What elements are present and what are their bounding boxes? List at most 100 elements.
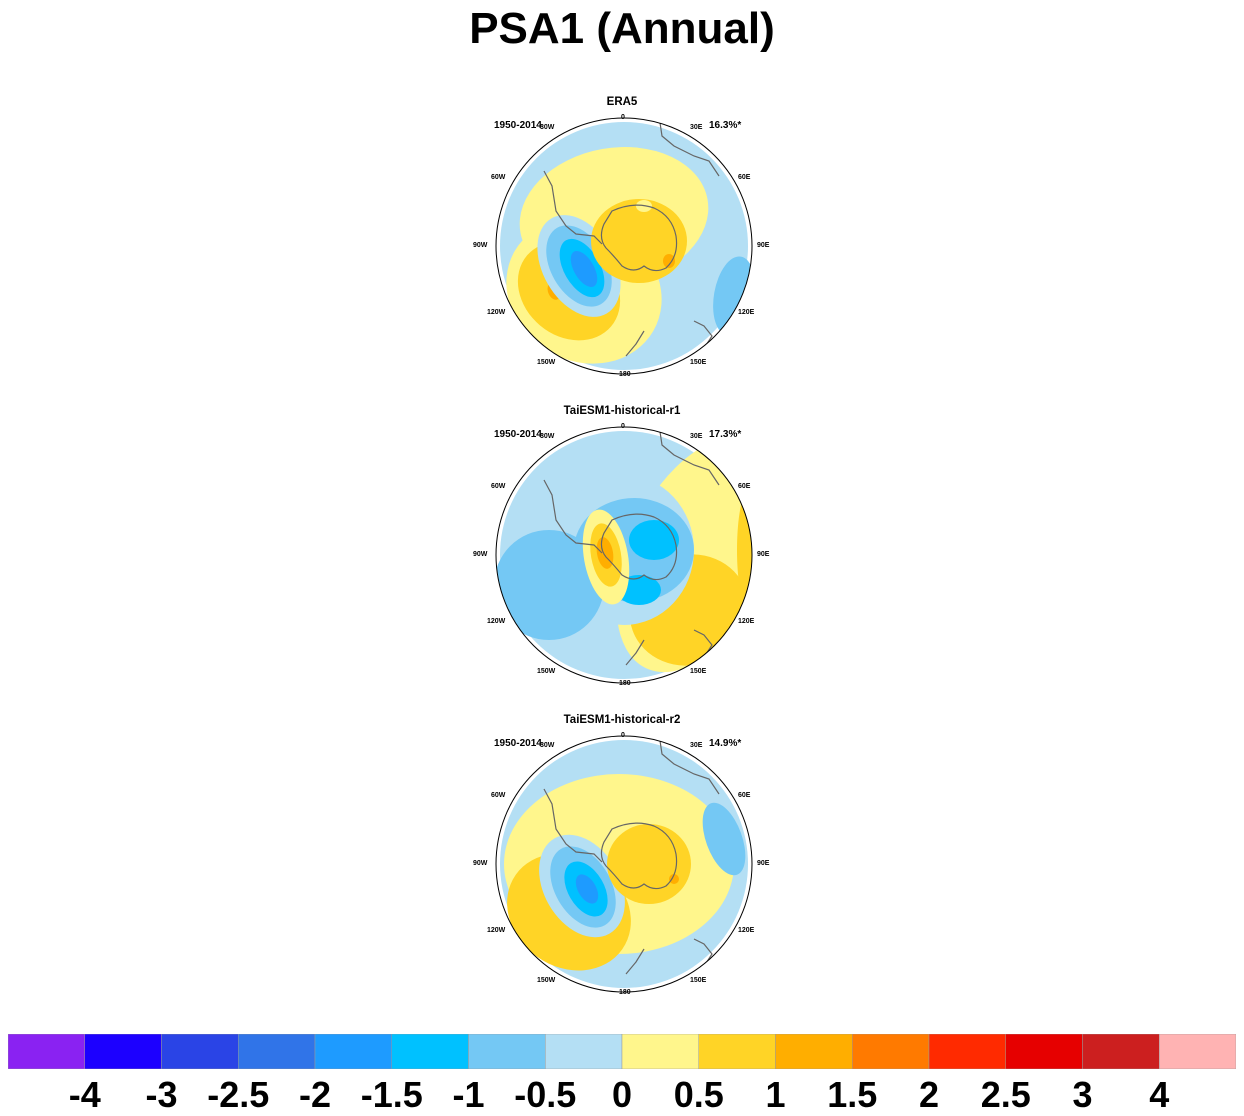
colorbar-swatch	[545, 1033, 623, 1070]
main-title: PSA1 (Annual)	[469, 4, 775, 53]
lon-label: 180	[619, 680, 631, 687]
map-border	[495, 426, 753, 684]
lon-label: 60E	[738, 483, 751, 490]
colorbar-swatch	[468, 1033, 546, 1070]
lon-label: 150E	[690, 359, 707, 366]
panel-title: ERA5	[606, 96, 638, 108]
lon-label: 0	[621, 423, 625, 430]
colorbar-label: -3	[145, 1074, 178, 1115]
map-panel: TaiESM1-historical-r2 1950-2014 14.9%* 0 30E…	[464, 714, 780, 1014]
panel-title: TaiESM1-historical-r1	[563, 405, 681, 417]
lon-label: 30E	[690, 742, 703, 749]
panel-title: TaiESM1-historical-r2	[563, 714, 681, 726]
colorbar-label: -1	[452, 1074, 485, 1115]
colorbar-label: -0.5	[514, 1074, 577, 1115]
lon-label: 60W	[491, 483, 506, 490]
colorbar-swatch	[698, 1033, 776, 1070]
colorbar-label: 0.5	[673, 1074, 724, 1115]
lon-label: 120W	[487, 927, 506, 934]
colorbar-label: 1	[765, 1074, 786, 1115]
lon-label: 60W	[491, 174, 506, 181]
colorbar-swatch	[1082, 1033, 1160, 1070]
colorbar-label: -2.5	[207, 1074, 270, 1115]
contour-region	[591, 199, 687, 283]
colorbar-swatch	[161, 1033, 239, 1070]
lon-label: 30W	[540, 742, 555, 749]
colorbar-swatch	[775, 1033, 853, 1070]
panel-variance: 16.3%*	[709, 120, 742, 131]
lon-label: 120E	[738, 309, 755, 316]
colorbar-label: 2	[918, 1074, 940, 1115]
lon-label: 120E	[738, 927, 755, 934]
lon-label: 60E	[738, 174, 751, 181]
contour-region	[496, 530, 604, 640]
colorbar-swatch	[314, 1033, 392, 1070]
contour-region	[607, 824, 691, 904]
lon-label: 120W	[487, 618, 506, 625]
colorbar-label: 4	[1149, 1074, 1170, 1115]
lon-label: 90E	[757, 551, 770, 558]
lon-label: 180	[619, 371, 631, 378]
contour-region	[570, 250, 598, 288]
panel-period: 1950-2014	[494, 738, 542, 749]
polar-map	[495, 426, 753, 684]
lon-label: 30E	[690, 433, 703, 440]
lon-label: 150W	[537, 359, 556, 366]
colorbar-swatch	[621, 1033, 699, 1070]
colorbar-label: -4	[68, 1074, 101, 1115]
colorbar-label: -1.5	[360, 1074, 423, 1115]
colorbar-swatch	[84, 1033, 162, 1070]
colorbar-label: -2	[298, 1074, 332, 1115]
lon-label: 0	[621, 732, 625, 739]
polar-map	[495, 735, 753, 993]
lon-label: 150E	[690, 668, 707, 675]
colorbar-label: 3	[1072, 1074, 1093, 1115]
lon-label: 150E	[690, 977, 707, 984]
lon-label: 90W	[473, 242, 488, 249]
colorbar-label: 2.5	[980, 1074, 1031, 1115]
panel-period: 1950-2014	[494, 429, 542, 440]
lon-label: 30W	[540, 433, 555, 440]
lon-label: 0	[621, 114, 625, 121]
contour-region	[737, 490, 752, 610]
contour-region	[669, 874, 679, 884]
lon-label: 30E	[690, 124, 703, 131]
lon-label: 60E	[738, 792, 751, 799]
lon-label: 150W	[537, 977, 556, 984]
panel-variance: 14.9%*	[709, 738, 742, 749]
coastline	[543, 118, 720, 374]
colorbar-label: 1.5	[827, 1074, 878, 1115]
map-panel: TaiESM1-historical-r1 1950-2014 17.3%* 0 30E…	[464, 405, 780, 705]
colorbar-swatch	[238, 1033, 316, 1070]
lon-label: 180	[619, 989, 631, 996]
colorbar	[7, 1033, 1237, 1070]
colorbar-swatch	[852, 1033, 930, 1070]
lon-label: 90E	[757, 860, 770, 867]
coastline	[543, 736, 720, 992]
colorbar-swatch	[928, 1033, 1006, 1070]
colorbar-swatch	[7, 1033, 85, 1070]
colorbar-swatch	[1005, 1033, 1083, 1070]
contour-region	[702, 802, 746, 876]
coastline	[543, 427, 720, 683]
lon-label: 120W	[487, 309, 506, 316]
contour-region	[663, 254, 675, 268]
contour-region	[629, 520, 679, 560]
panel-period: 1950-2014	[494, 120, 542, 131]
lon-label: 30W	[540, 124, 555, 131]
lon-label: 120E	[738, 618, 755, 625]
map-border	[495, 735, 753, 993]
colorbar-swatch	[391, 1033, 469, 1070]
lon-label: 150W	[537, 668, 556, 675]
map-border	[495, 117, 753, 375]
lon-label: 90E	[757, 242, 770, 249]
lon-label: 90W	[473, 551, 488, 558]
lon-label: 60W	[491, 792, 506, 799]
map-panel: ERA5 1950-2014 16.3%* 0 30E 60E 90E 120E 150E 180…	[464, 96, 780, 396]
colorbar-label: 0	[611, 1074, 633, 1115]
contour-region	[575, 874, 599, 904]
colorbar-swatch	[1159, 1033, 1237, 1070]
polar-map	[495, 117, 753, 375]
panel-variance: 17.3%*	[709, 429, 742, 440]
lon-label: 90W	[473, 860, 488, 867]
